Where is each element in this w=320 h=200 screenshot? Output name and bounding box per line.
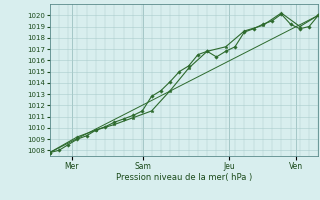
X-axis label: Pression niveau de la mer( hPa ): Pression niveau de la mer( hPa ) [116,173,252,182]
